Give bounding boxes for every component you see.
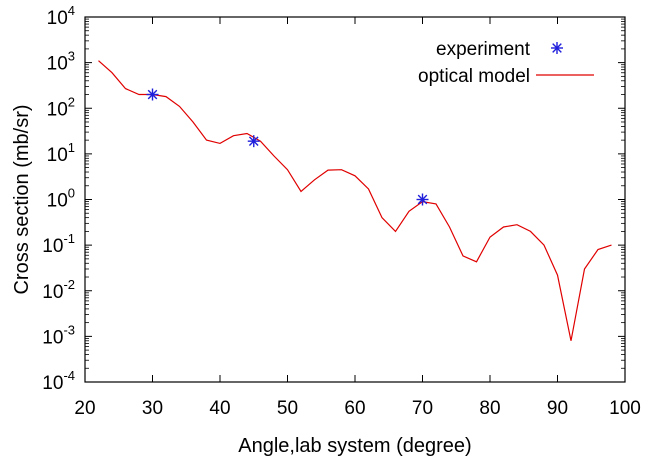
- y-tick-label: 10-4: [42, 368, 75, 394]
- data-point-experiment: [247, 135, 260, 148]
- y-tick-label: 10-3: [42, 322, 75, 348]
- y-tick-label: 100: [47, 186, 75, 212]
- y-tick-label-base: 10: [42, 236, 63, 257]
- y-tick-label: 101: [47, 140, 75, 166]
- x-tick-label: 50: [277, 398, 298, 419]
- x-tick-label: 70: [412, 398, 433, 419]
- y-axis-title: Cross section (mb/sr): [11, 104, 33, 294]
- y-tick-label: 10-2: [42, 277, 75, 303]
- plot-frame: [84, 16, 626, 383]
- x-tick-label: 40: [209, 398, 230, 419]
- ticks-layer: [84, 16, 626, 383]
- y-tick-label-exponent: 0: [68, 186, 75, 201]
- y-tick-label: 10-1: [42, 231, 75, 257]
- x-axis-title: Angle,lab system (degree): [238, 435, 471, 457]
- legend-label-experiment: experiment: [436, 39, 531, 60]
- y-tick-label-base: 10: [47, 54, 68, 75]
- legend-marker-experiment: [551, 42, 563, 54]
- y-tick-label-base: 10: [42, 373, 63, 394]
- series-layer: [98, 60, 612, 341]
- y-tick-label-base: 10: [42, 282, 63, 303]
- tick-labels-layer: 20 30 40 50 60 70 80 90 10010-410-310-210-110010…: [42, 3, 641, 419]
- y-tick-label: 103: [47, 49, 75, 75]
- legend-label-optical-model: optical model: [418, 66, 530, 87]
- y-tick-label-exponent: -3: [63, 322, 75, 337]
- data-point-experiment: [416, 193, 429, 206]
- x-tick-label: 30: [142, 398, 163, 419]
- y-tick-label: 104: [47, 3, 75, 29]
- y-tick-label: 102: [47, 94, 75, 120]
- legend: experiment optical model: [418, 39, 594, 87]
- y-tick-label-base: 10: [42, 327, 63, 348]
- y-tick-label-exponent: 4: [68, 3, 75, 18]
- y-tick-label-base: 10: [47, 99, 68, 120]
- y-tick-label-exponent: 2: [68, 94, 75, 109]
- x-tick-label: 90: [547, 398, 568, 419]
- y-tick-label-base: 10: [47, 145, 68, 166]
- y-tick-label-exponent: 3: [68, 49, 75, 64]
- x-tick-label: 80: [479, 398, 500, 419]
- y-tick-label-exponent: 1: [68, 140, 75, 155]
- y-tick-label-exponent: -1: [63, 231, 75, 246]
- y-tick-label-exponent: -2: [63, 277, 75, 292]
- y-tick-label-base: 10: [47, 191, 68, 212]
- x-tick-label: 100: [609, 398, 641, 419]
- x-tick-label: 20: [74, 398, 95, 419]
- legend-marker-star: [551, 42, 563, 54]
- x-tick-label: 60: [344, 398, 365, 419]
- series-line-optical-model: [98, 60, 612, 341]
- y-tick-label-base: 10: [47, 8, 68, 29]
- data-point-experiment: [146, 88, 159, 101]
- y-tick-label-exponent: -4: [63, 368, 75, 383]
